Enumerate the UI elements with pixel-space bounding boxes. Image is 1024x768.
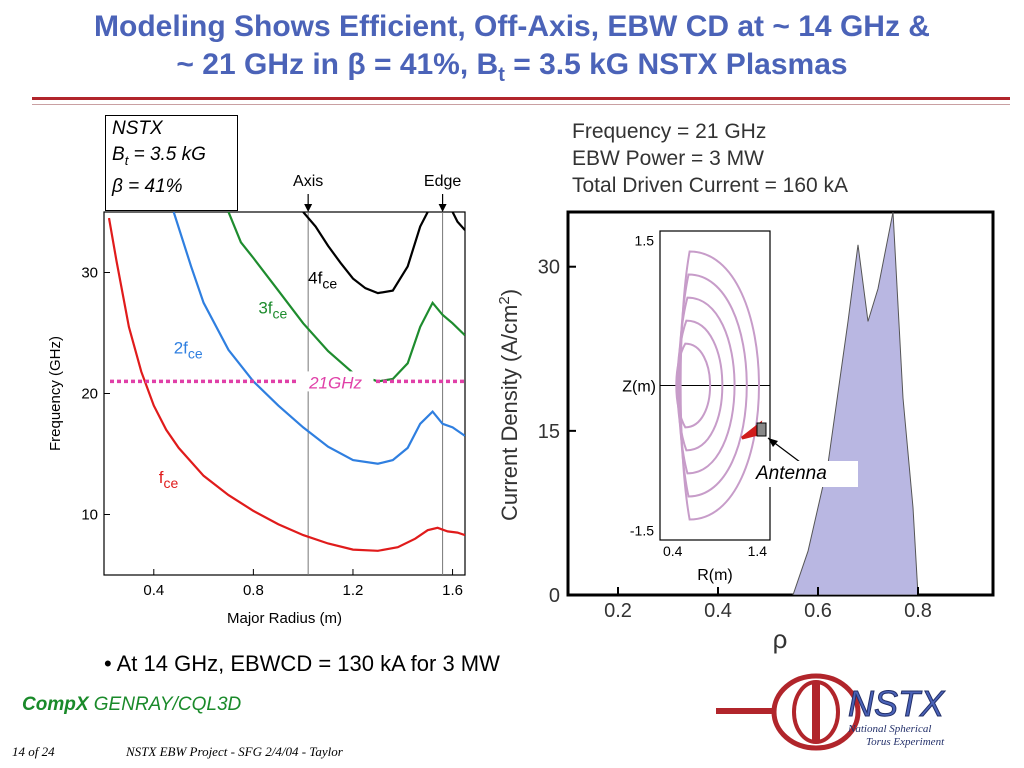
series-label-4fce: 4fce <box>308 268 337 291</box>
r-y-tick-label-1: 15 <box>538 421 560 443</box>
info-current: Total Driven Current = 160 kA <box>572 174 849 197</box>
title-line-2: ~ 21 GHz in β = 41%, Bt = 3.5 kG NSTX Pl… <box>0 46 1024 94</box>
logo-ring-outer <box>771 673 861 751</box>
series-label-2fce: 2fce <box>174 339 203 362</box>
r-x-tick-label-1: 0.4 <box>704 600 732 622</box>
marker-arrowhead-0 <box>304 204 313 212</box>
logo-bar-center <box>812 682 820 742</box>
r-x-tick-label-2: 0.6 <box>804 600 832 622</box>
plasma-params-box: NSTX Bt = 3.5 kG β = 41% <box>105 115 238 211</box>
hline-label-bg <box>297 371 374 392</box>
title-suffix: = 3.5 kG NSTX Plasmas <box>504 48 848 81</box>
compx-name: CompX <box>22 694 89 715</box>
right-plot-frame <box>566 210 995 597</box>
antenna-label: Antenna <box>752 461 858 487</box>
series-line-fce <box>107 217 465 552</box>
marker-label-1: Edge <box>424 173 461 190</box>
inset-x-tick-label-1: 1.4 <box>748 543 768 559</box>
r-x-tick-label-0: 0.2 <box>604 600 632 622</box>
footer-text: NSTX EBW Project - SFG 2/4/04 - Taylor <box>126 744 343 759</box>
inset-y-label: Z(m) <box>622 379 656 396</box>
r-y-tick-label-0: 0 <box>549 585 560 607</box>
page-number: 14 of 24 <box>12 744 55 759</box>
nstx-logo: NSTX National Spherical Torus Experiment <box>716 673 947 751</box>
title-rule-thin <box>32 104 1010 105</box>
bullet-dot: • <box>104 651 117 676</box>
title-mid: = 41%, B <box>365 48 499 81</box>
info-frequency: Frequency = 21 GHz <box>572 120 767 143</box>
x-tick-label-3: 1.6 <box>442 582 463 599</box>
y-tick-label-2: 30 <box>81 265 98 282</box>
r-x-axis-label: ρ <box>773 624 788 654</box>
title-beta: β <box>347 48 366 81</box>
info-power: EBW Power = 3 MW <box>572 147 764 170</box>
series-line-4fce <box>302 212 429 295</box>
inset-x-label: R(m) <box>697 567 733 584</box>
legend-bt: Bt = 3.5 kG <box>112 144 206 168</box>
x-tick-label-2: 1.2 <box>343 582 364 599</box>
y-tick-label-1: 20 <box>81 386 98 403</box>
hline-label: 21GHz <box>308 373 362 392</box>
legend-nstx: NSTX <box>112 118 163 139</box>
x-tick-label-1: 0.8 <box>243 582 264 599</box>
ebw-info: Frequency = 21 GHz EBW Power = 3 MW Tota… <box>572 118 848 199</box>
x-axis-label: Major Radius (m) <box>227 610 342 627</box>
title-sub-t: t <box>498 64 505 86</box>
inset-y-tick-label-1: -1.5 <box>630 522 654 538</box>
marker-label-0: Axis <box>293 173 323 190</box>
marker-arrowhead-1 <box>438 204 447 212</box>
antenna-marker <box>756 422 767 437</box>
x-tick-label-0: 0.4 <box>143 582 164 599</box>
bullet-point: • At 14 GHz, EBWCD = 130 kA for 3 MW <box>104 651 500 677</box>
bullet-text: At 14 GHz, EBWCD = 130 kA for 3 MW <box>116 651 500 676</box>
title-line-1: Modeling Shows Efficient, Off-Axis, EBW … <box>94 10 930 43</box>
logo-sub-1: National Spherical <box>847 723 931 735</box>
compx-credit: CompX GENRAY/CQL3D <box>22 694 241 716</box>
series-label-fce: fce <box>159 468 179 491</box>
logo-text: NSTX <box>848 683 946 724</box>
flux-surface-4 <box>675 342 711 429</box>
series-line-4fce-edge <box>451 212 465 231</box>
r-y-axis-label: Current Density (A/cm2) <box>496 289 522 521</box>
r-x-tick-label-3: 0.8 <box>904 600 932 622</box>
r-y-tick-label-2: 30 <box>538 257 560 279</box>
legend-beta: β = 41% <box>112 175 183 197</box>
y-axis-label: Frequency (GHz) <box>47 336 64 451</box>
compx-codes: GENRAY/CQL3D <box>88 694 242 715</box>
series-line-2fce <box>172 212 465 465</box>
series-label-3fce: 3fce <box>258 299 287 322</box>
y-tick-label-0: 10 <box>81 507 98 524</box>
title-prefix: ~ 21 GHz in <box>176 48 348 81</box>
inset-x-tick-label-0: 0.4 <box>663 543 683 559</box>
logo-sub-2: Torus Experiment <box>866 736 945 748</box>
title-rule <box>32 97 1010 100</box>
antenna-pointer-head <box>768 438 778 447</box>
inset-y-tick-label-0: 1.5 <box>635 233 655 249</box>
logo-bar-left <box>716 708 776 714</box>
slide-title: Modeling Shows Efficient, Off-Axis, EBW … <box>0 8 1024 94</box>
